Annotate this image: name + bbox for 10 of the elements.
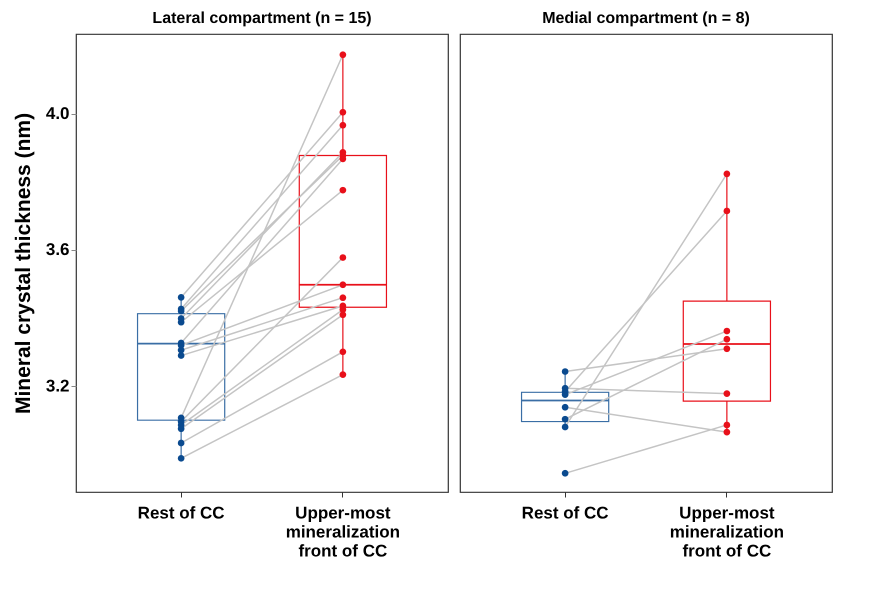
y-tick-label: 4.0 bbox=[46, 104, 70, 124]
y-axis-title: Mineral crystal thickness (nm) bbox=[12, 112, 35, 414]
chart-title: Lateral compartment (n = 15) bbox=[152, 10, 372, 27]
y-tick-label: 3.6 bbox=[46, 240, 70, 260]
x-tick-label: Upper-most mineralization front of CC bbox=[286, 504, 400, 560]
x-tick-label: Rest of CC bbox=[522, 504, 609, 522]
y-tick-label: 3.2 bbox=[46, 376, 70, 396]
x-tick-label: Rest of CC bbox=[138, 504, 225, 522]
x-tick-label: Upper-most mineralization front of CC bbox=[670, 504, 784, 560]
chart-title: Medial compartment (n = 8) bbox=[542, 10, 750, 27]
